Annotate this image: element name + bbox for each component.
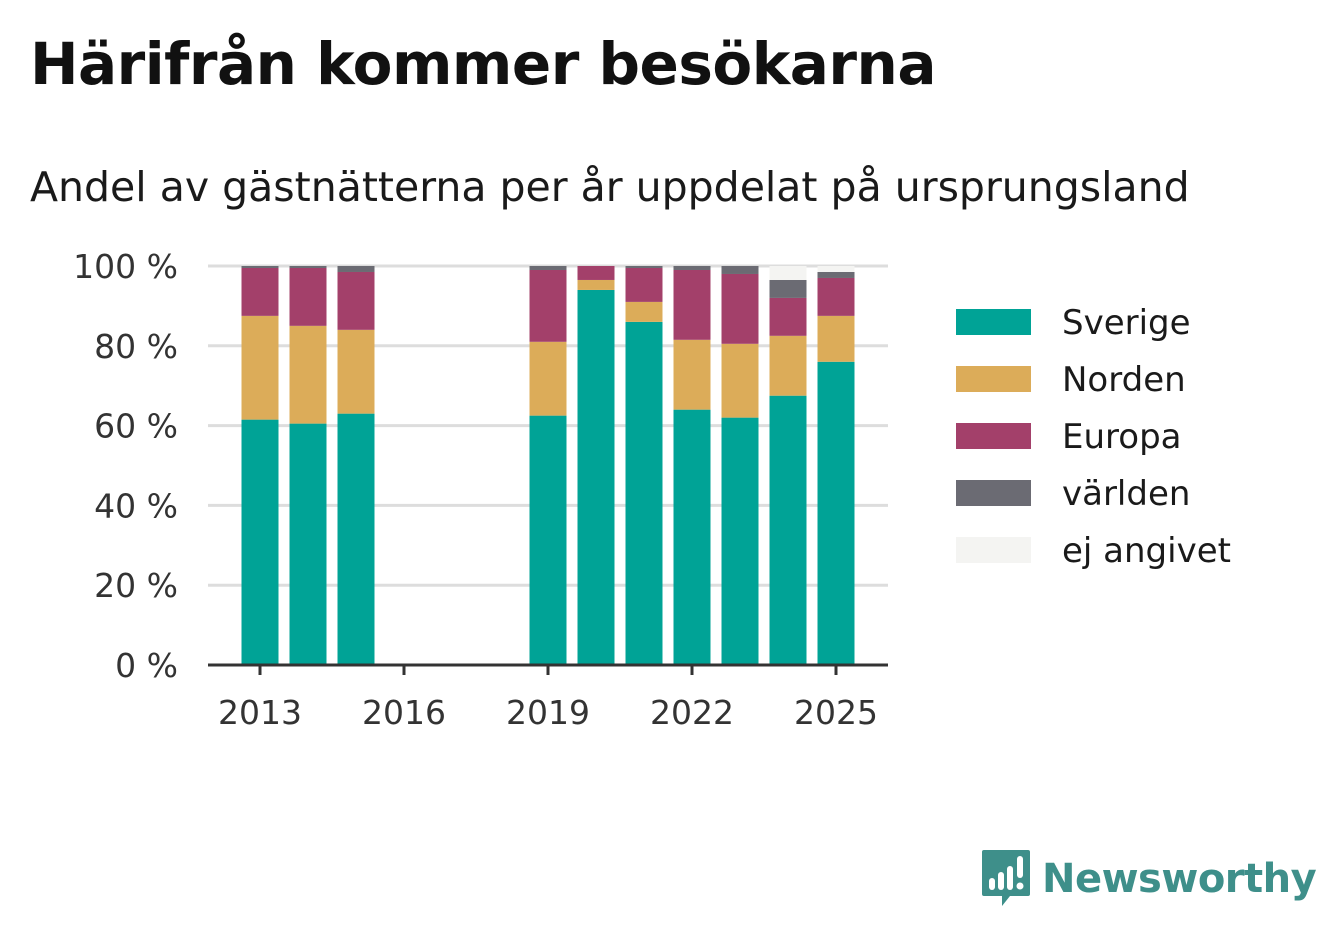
legend-label-världen: världen <box>1062 474 1190 514</box>
x-tick-label-2016: 2016 <box>362 693 446 732</box>
legend-swatch-världen <box>956 480 1031 506</box>
bar-europa-2023 <box>721 273 759 344</box>
legend-swatch-sverige <box>956 309 1031 335</box>
bar-sverige-2019 <box>529 415 567 665</box>
bar-norden-2025 <box>817 315 855 362</box>
bar-europa-2021 <box>625 267 663 302</box>
legend-swatch-europa <box>956 423 1031 449</box>
bar-sverige-2024 <box>769 395 807 665</box>
x-tick-label-2022: 2022 <box>650 693 734 732</box>
legend: Sverige Norden Europa världen ej angivet <box>956 303 1231 571</box>
bar-europa-2024 <box>769 297 807 336</box>
bar-sverige-2023 <box>721 417 759 665</box>
x-tick-label-2019: 2019 <box>506 693 590 732</box>
legend-label-europa: Europa <box>1062 417 1181 457</box>
y-tick-label-20: 20 % <box>94 566 178 605</box>
bar-norden-2022 <box>673 339 711 410</box>
legend-label-norden: Norden <box>1062 360 1186 400</box>
bar-världen-2014 <box>289 266 327 268</box>
legend-swatch-ej-angivet <box>956 537 1031 563</box>
bar-sverige-2014 <box>289 423 327 665</box>
bar-europa-2015 <box>337 271 375 330</box>
bar-europa-2019 <box>529 269 567 342</box>
newsworthy-brand: Newsworthy <box>980 848 1317 910</box>
bar-norden-2020 <box>577 279 615 290</box>
axes: 0 % 20 % 40 % 60 % 80 % 100 % 2013 2016 2019 2022… <box>73 247 888 732</box>
legend-label-sverige: Sverige <box>1062 303 1191 343</box>
legend-label-ej-angivet: ej angivet <box>1062 531 1231 571</box>
bar-sverige-2022 <box>673 409 711 665</box>
bars <box>241 266 855 665</box>
y-tick-label-40: 40 % <box>94 486 178 525</box>
bar-europa-2013 <box>241 267 279 316</box>
bar-världen-2015 <box>337 266 375 272</box>
bar-världen-2022 <box>673 266 711 270</box>
bar-norden-2015 <box>337 329 375 414</box>
bar-världen-2024 <box>769 279 807 298</box>
y-tick-label-60: 60 % <box>94 407 178 446</box>
bar-sverige-2020 <box>577 289 615 665</box>
bar-norden-2023 <box>721 343 759 418</box>
bar-norden-2014 <box>289 325 327 424</box>
bar-världen-2013 <box>241 266 279 268</box>
chart-title: Härifrån kommer besökarna <box>30 30 936 98</box>
bar-ej-angivet-2024 <box>769 266 807 280</box>
bar-sverige-2013 <box>241 419 279 665</box>
bar-sverige-2015 <box>337 413 375 665</box>
bar-världen-2021 <box>625 266 663 268</box>
y-tick-label-100: 100 % <box>73 247 178 286</box>
bar-norden-2021 <box>625 301 663 322</box>
bar-europa-2025 <box>817 277 855 316</box>
bar-norden-2024 <box>769 335 807 396</box>
bar-sverige-2021 <box>625 321 663 665</box>
bar-världen-2023 <box>721 266 759 274</box>
brand-name: Newsworthy <box>1042 856 1317 902</box>
x-tick-label-2025: 2025 <box>794 693 878 732</box>
y-tick-label-0: 0 % <box>115 646 178 685</box>
x-tick-label-2013: 2013 <box>218 693 302 732</box>
bar-europa-2020 <box>577 266 615 280</box>
newsworthy-logo-icon <box>982 850 1030 906</box>
bar-norden-2013 <box>241 315 279 420</box>
bar-norden-2019 <box>529 341 567 416</box>
bar-ej-angivet-2025 <box>817 266 855 272</box>
bar-europa-2022 <box>673 269 711 340</box>
y-tick-label-80: 80 % <box>94 327 178 366</box>
chart-subtitle: Andel av gästnätterna per år uppdelat på… <box>30 163 1190 211</box>
legend-swatch-norden <box>956 366 1031 392</box>
bar-europa-2014 <box>289 267 327 326</box>
bar-världen-2025 <box>817 271 855 278</box>
bar-världen-2019 <box>529 266 567 270</box>
bar-sverige-2025 <box>817 361 855 665</box>
